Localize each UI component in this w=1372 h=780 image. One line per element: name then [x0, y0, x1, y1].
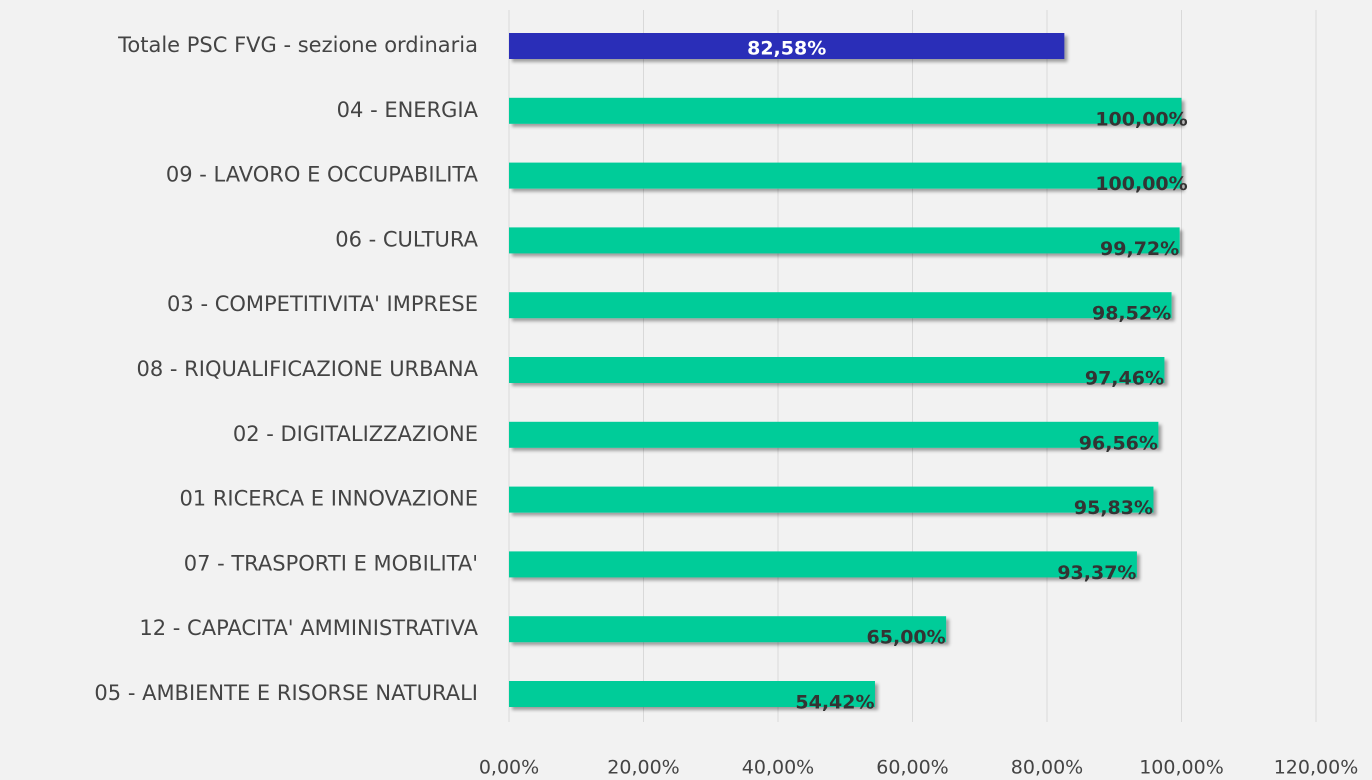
value-label: 95,83% — [1074, 497, 1153, 519]
value-label: 96,56% — [1079, 432, 1158, 454]
category-label: 02 - DIGITALIZZAZIONE — [233, 422, 478, 446]
category-label: 05 - AMBIENTE E RISORSE NATURALI — [94, 681, 478, 705]
bar — [509, 616, 947, 643]
value-label: 65,00% — [867, 627, 946, 649]
category-label: 07 - TRASPORTI E MOBILITA' — [184, 551, 478, 575]
x-tick-label: 120,00% — [1274, 757, 1359, 779]
x-tick-label: 40,00% — [742, 757, 814, 779]
category-label: Totale PSC FVG - sezione ordinaria — [117, 33, 478, 57]
value-label: 97,46% — [1085, 368, 1164, 390]
x-tick-label: 0,00% — [479, 757, 539, 779]
category-label: 04 - ENERGIA — [337, 98, 479, 122]
category-label: 06 - CULTURA — [335, 227, 478, 251]
bar — [509, 33, 1065, 59]
value-label: 54,42% — [795, 692, 874, 714]
category-label: 03 - COMPETITIVITA' IMPRESE — [167, 292, 478, 316]
value-label: 98,52% — [1092, 303, 1171, 325]
category-label: 09 - LAVORO E OCCUPABILITA — [166, 163, 479, 187]
bar — [509, 681, 875, 707]
value-label: 100,00% — [1095, 173, 1187, 195]
bar — [509, 227, 1180, 254]
value-label: 82,58% — [747, 38, 826, 60]
bar — [509, 162, 1182, 189]
bar — [509, 97, 1182, 124]
x-tick-label: 80,00% — [1011, 757, 1083, 779]
category-label: 08 - RIQUALIFICAZIONE URBANA — [137, 357, 479, 381]
bar — [509, 551, 1137, 578]
bar — [509, 292, 1172, 319]
x-tick-label: 60,00% — [876, 757, 948, 779]
value-label: 100,00% — [1095, 108, 1187, 130]
bar — [509, 421, 1159, 448]
category-label: 01 RICERCA E INNOVAZIONE — [179, 487, 478, 511]
category-label: 12 - CAPACITA' AMMINISTRATIVA — [139, 616, 478, 640]
bar — [509, 486, 1154, 513]
x-tick-label: 20,00% — [607, 757, 679, 779]
bar — [509, 357, 1165, 383]
value-label: 93,37% — [1057, 562, 1136, 584]
value-label: 99,72% — [1100, 238, 1179, 260]
x-tick-label: 100,00% — [1139, 757, 1224, 779]
